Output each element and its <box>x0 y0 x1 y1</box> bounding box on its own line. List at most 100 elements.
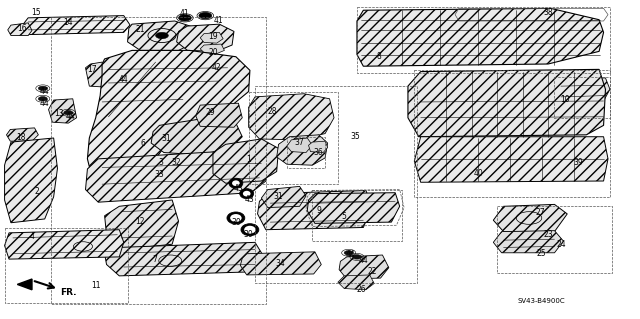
Text: 39: 39 <box>573 158 583 167</box>
Text: 11: 11 <box>91 281 100 291</box>
Circle shape <box>353 255 362 259</box>
Polygon shape <box>338 275 374 290</box>
Polygon shape <box>357 8 604 66</box>
Polygon shape <box>493 231 563 253</box>
Text: 28: 28 <box>268 107 277 116</box>
Polygon shape <box>88 50 250 186</box>
Polygon shape <box>339 255 389 279</box>
Text: 15: 15 <box>31 8 41 17</box>
Text: 37: 37 <box>295 137 305 147</box>
Polygon shape <box>493 204 567 232</box>
Circle shape <box>117 72 127 77</box>
Text: 35: 35 <box>350 132 360 141</box>
Text: 33: 33 <box>154 170 164 179</box>
Ellipse shape <box>241 224 259 236</box>
Ellipse shape <box>229 178 243 188</box>
Polygon shape <box>200 44 225 54</box>
Text: 26: 26 <box>356 285 366 294</box>
Text: 23: 23 <box>543 230 553 239</box>
Text: 38: 38 <box>543 8 553 17</box>
Text: 31: 31 <box>274 192 284 201</box>
Ellipse shape <box>240 189 253 199</box>
Polygon shape <box>104 242 264 276</box>
Text: 44: 44 <box>358 256 368 264</box>
Ellipse shape <box>227 212 245 224</box>
Text: 30: 30 <box>244 230 253 239</box>
Text: 31: 31 <box>161 134 171 144</box>
Circle shape <box>156 33 168 39</box>
Text: 12: 12 <box>136 217 145 226</box>
Text: 32: 32 <box>172 158 181 167</box>
Polygon shape <box>136 156 202 184</box>
Text: 41: 41 <box>180 9 189 18</box>
Text: 7: 7 <box>152 255 157 263</box>
Polygon shape <box>196 103 243 127</box>
Circle shape <box>344 250 353 255</box>
Polygon shape <box>4 138 58 223</box>
Polygon shape <box>308 141 328 152</box>
Polygon shape <box>8 23 32 35</box>
Polygon shape <box>151 118 243 155</box>
Text: 22: 22 <box>367 267 377 276</box>
Polygon shape <box>127 21 196 50</box>
Polygon shape <box>49 99 77 123</box>
Text: 44: 44 <box>119 75 129 84</box>
Polygon shape <box>200 33 223 43</box>
Ellipse shape <box>243 191 250 197</box>
Text: 40: 40 <box>473 169 483 178</box>
Text: FR.: FR. <box>60 288 77 297</box>
Text: 21: 21 <box>136 25 145 34</box>
Text: 30: 30 <box>231 218 241 226</box>
Text: 42: 42 <box>212 63 221 72</box>
Polygon shape <box>248 94 334 140</box>
Polygon shape <box>4 230 124 259</box>
Text: 6: 6 <box>140 139 145 148</box>
Polygon shape <box>86 149 268 202</box>
Ellipse shape <box>232 180 240 186</box>
Ellipse shape <box>244 226 255 234</box>
Text: 25: 25 <box>537 249 547 258</box>
Text: 29: 29 <box>205 108 215 117</box>
Circle shape <box>199 12 212 19</box>
Text: 1: 1 <box>246 155 251 164</box>
Circle shape <box>118 77 129 82</box>
Text: 44: 44 <box>40 87 49 96</box>
Text: 41: 41 <box>213 16 223 25</box>
Text: 18: 18 <box>16 133 25 143</box>
Polygon shape <box>213 139 278 183</box>
Text: 24: 24 <box>556 240 566 249</box>
Polygon shape <box>104 200 179 250</box>
Text: 27: 27 <box>535 208 545 217</box>
Polygon shape <box>200 56 225 65</box>
Polygon shape <box>177 24 234 51</box>
Text: 36: 36 <box>314 148 324 157</box>
Polygon shape <box>261 186 306 208</box>
Text: 19: 19 <box>208 32 218 41</box>
Text: 16: 16 <box>17 24 27 33</box>
Text: 2: 2 <box>34 187 39 196</box>
Text: 34: 34 <box>276 259 285 268</box>
Polygon shape <box>22 16 130 34</box>
Ellipse shape <box>230 214 242 222</box>
Text: SV43-B4900C: SV43-B4900C <box>518 298 565 304</box>
Text: 14: 14 <box>63 19 73 27</box>
Polygon shape <box>408 69 605 137</box>
Circle shape <box>38 86 47 91</box>
Polygon shape <box>257 190 372 230</box>
Text: 43: 43 <box>245 196 255 204</box>
Text: 3: 3 <box>158 158 163 167</box>
Polygon shape <box>241 252 321 275</box>
Text: 43: 43 <box>234 184 243 193</box>
Text: 17: 17 <box>87 65 97 74</box>
Text: 44: 44 <box>40 99 49 108</box>
Polygon shape <box>307 193 399 223</box>
Text: 13: 13 <box>54 109 63 118</box>
Polygon shape <box>86 62 106 87</box>
Text: 20: 20 <box>208 48 218 57</box>
Text: 5: 5 <box>342 212 347 221</box>
Text: 8: 8 <box>376 52 381 61</box>
Text: 44: 44 <box>346 250 355 259</box>
Polygon shape <box>287 138 312 152</box>
Text: 4: 4 <box>29 233 35 241</box>
Circle shape <box>64 110 73 115</box>
